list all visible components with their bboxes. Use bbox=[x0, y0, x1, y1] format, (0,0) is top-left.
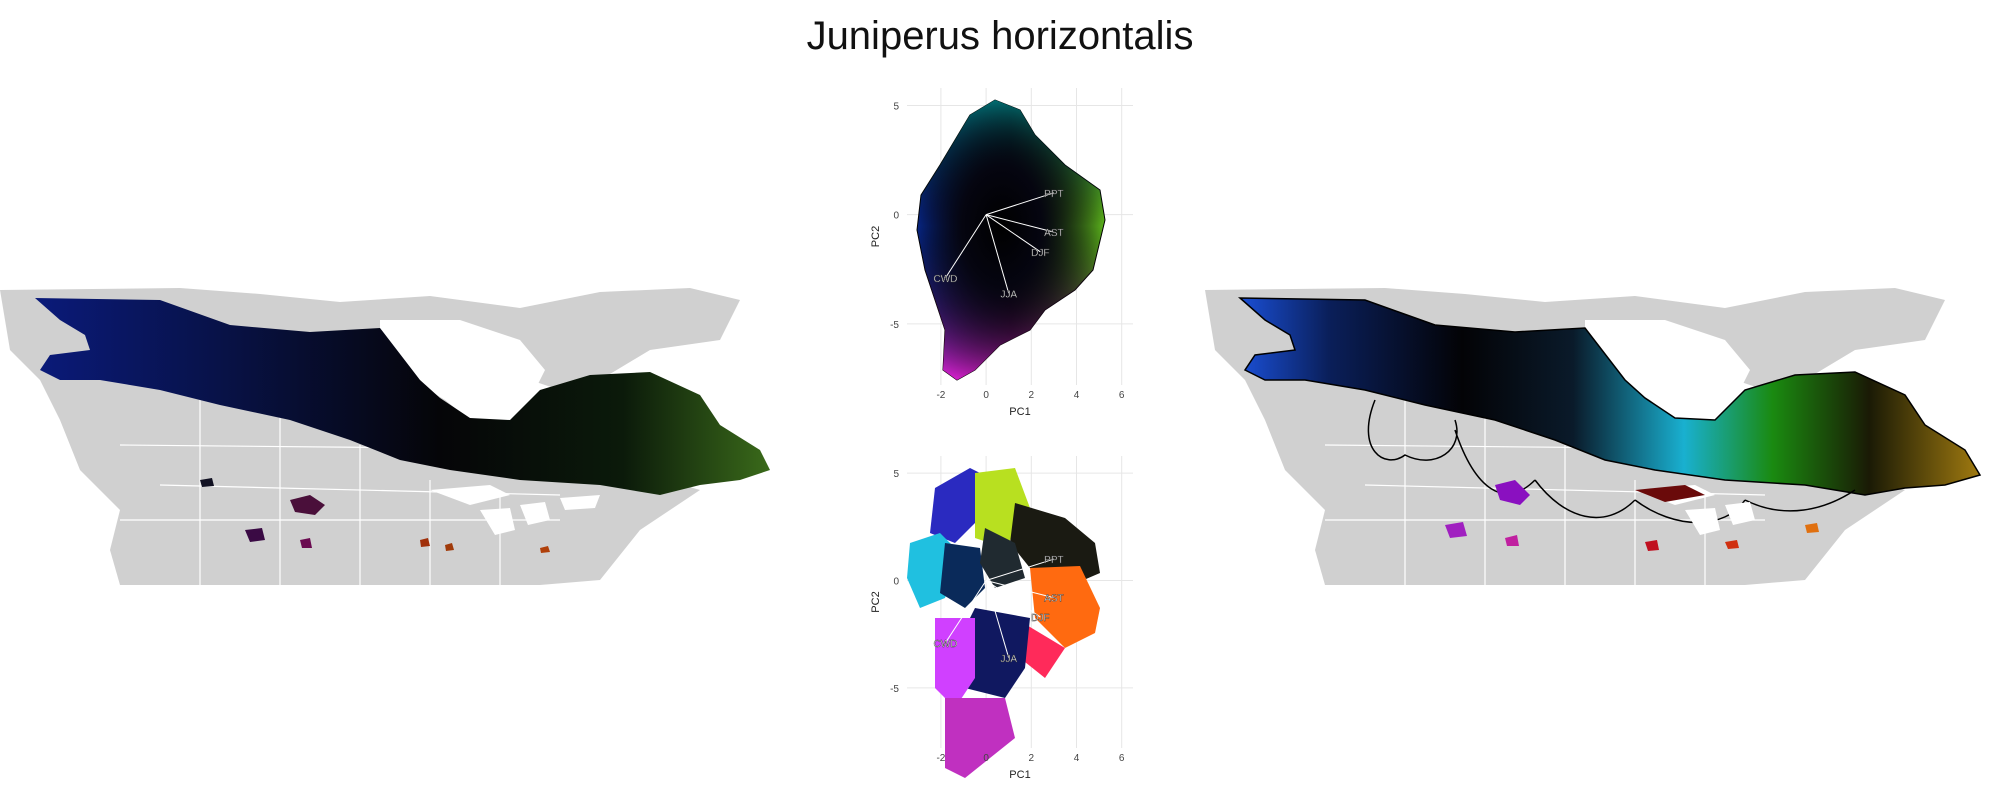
loading-vectors: PPT AST DJF CWD JJA bbox=[933, 189, 1064, 301]
vector-label-cwd: CWD bbox=[933, 639, 957, 650]
y-axis-label: PC2 bbox=[870, 591, 882, 612]
left-range-map bbox=[0, 288, 770, 585]
vector-label-djf: DJF bbox=[1031, 248, 1049, 259]
x-tick-label: 4 bbox=[1074, 753, 1080, 764]
x-tick-label: 6 bbox=[1119, 753, 1125, 764]
y-tick-label: -5 bbox=[890, 320, 899, 331]
x-axis-label: PC1 bbox=[1009, 406, 1030, 418]
x-tick-label: 4 bbox=[1074, 390, 1080, 401]
figure-title: Juniperus horizontalis bbox=[806, 14, 1194, 58]
y-tick-label: 0 bbox=[893, 211, 899, 222]
loading-vector-djf bbox=[985, 214, 1041, 253]
disjunct-populations bbox=[200, 478, 550, 553]
loading-vector-ppt bbox=[985, 558, 1055, 582]
axes: -2 0 2 4 6 -5 0 5 PC1 PC2 bbox=[870, 469, 1125, 781]
loading-vectors: PPT AST DJF CWD JJA bbox=[933, 555, 1064, 665]
great-lakes bbox=[430, 485, 600, 535]
disjunct-populations bbox=[1445, 480, 1819, 551]
pca-biplot-top: PPT AST DJF CWD JJA -2 0 2 4 6 -5 0 5 PC1 PC2 bbox=[870, 88, 1133, 418]
x-axis-label: PC1 bbox=[1009, 769, 1030, 781]
vector-label-ppt: PPT bbox=[1044, 555, 1063, 566]
pca-point-clusters bbox=[907, 468, 1100, 778]
loading-vector-djf bbox=[985, 580, 1041, 618]
loading-vector-ast bbox=[985, 214, 1055, 233]
loading-vector-cwd bbox=[944, 214, 987, 279]
range-area bbox=[35, 298, 770, 495]
y-tick-label: 5 bbox=[893, 101, 899, 112]
y-axis-label: PC2 bbox=[870, 226, 882, 247]
loading-vector-cwd bbox=[945, 580, 987, 644]
vector-label-jja: JJA bbox=[1000, 654, 1017, 665]
range-area bbox=[1237, 297, 1982, 496]
x-tick-label: -2 bbox=[936, 390, 945, 401]
y-tick-label: 5 bbox=[893, 469, 899, 480]
vector-label-ast: AST bbox=[1044, 594, 1063, 605]
hudson-bay bbox=[380, 320, 545, 420]
loading-vector-ppt bbox=[985, 192, 1055, 216]
vector-label-djf: DJF bbox=[1031, 613, 1049, 624]
y-tick-label: 0 bbox=[893, 577, 899, 588]
right-range-map bbox=[1205, 288, 1982, 585]
loading-vector-jja bbox=[985, 214, 1010, 294]
range-outline-lobes bbox=[1367, 399, 1856, 524]
x-tick-label: 0 bbox=[983, 390, 989, 401]
x-tick-label: 2 bbox=[1029, 753, 1035, 764]
loading-vector-jja bbox=[985, 580, 1010, 658]
vector-label-jja: JJA bbox=[1000, 289, 1017, 300]
pca-biplot-bottom: PPT AST DJF CWD JJA -2 0 2 4 6 -5 0 5 PC1 PC2 bbox=[870, 456, 1133, 781]
x-tick-label: 0 bbox=[983, 753, 989, 764]
loading-vector-ast bbox=[985, 580, 1055, 599]
vector-label-cwd: CWD bbox=[933, 274, 957, 285]
x-tick-label: -2 bbox=[936, 753, 945, 764]
x-tick-label: 2 bbox=[1029, 390, 1035, 401]
vector-label-ppt: PPT bbox=[1044, 189, 1063, 200]
y-tick-label: -5 bbox=[890, 684, 899, 695]
vector-label-ast: AST bbox=[1044, 228, 1063, 239]
hudson-bay bbox=[1585, 320, 1750, 420]
axes: -2 0 2 4 6 -5 0 5 PC1 PC2 bbox=[870, 101, 1125, 418]
x-tick-label: 6 bbox=[1119, 390, 1125, 401]
